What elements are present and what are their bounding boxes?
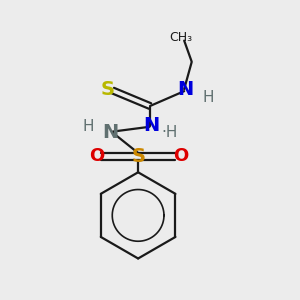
- Text: O: O: [89, 147, 105, 165]
- Text: H: H: [202, 90, 214, 105]
- Text: S: S: [132, 147, 146, 166]
- Text: O: O: [173, 147, 188, 165]
- Text: CH₃: CH₃: [169, 31, 193, 44]
- Text: N: N: [143, 116, 160, 135]
- Text: S: S: [101, 80, 115, 99]
- Text: ·H: ·H: [162, 125, 178, 140]
- Text: N: N: [103, 123, 119, 142]
- Text: H: H: [83, 119, 94, 134]
- Text: N: N: [177, 80, 193, 100]
